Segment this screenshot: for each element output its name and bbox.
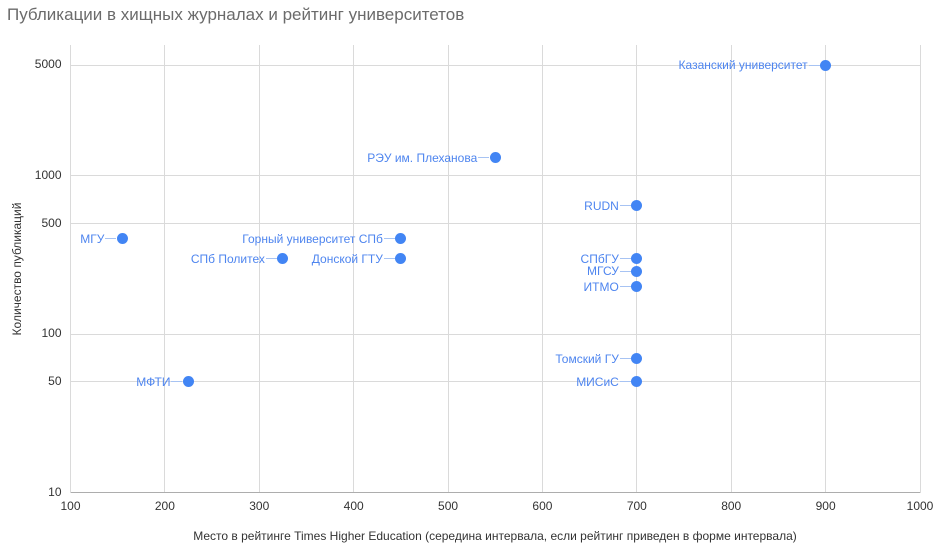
x-axis-title: Место в рейтинге Times Higher Education …: [193, 529, 797, 543]
gridline-y-500: [70, 223, 920, 225]
gridline-y-100: [70, 333, 920, 335]
data-point[interactable]: [631, 200, 643, 212]
label-connector: [383, 238, 395, 240]
label-connector: [619, 358, 631, 360]
data-point[interactable]: [631, 353, 643, 365]
data-point-label: Горный университет СПб: [242, 231, 383, 246]
x-tick-label-1000: 1000: [906, 498, 934, 513]
label-connector: [808, 64, 820, 66]
data-point[interactable]: [395, 233, 407, 245]
gridline-x-400: [353, 45, 355, 493]
data-point-label: МИСиС: [576, 374, 619, 389]
label-connector: [171, 381, 183, 383]
gridline-x-100: [70, 45, 71, 493]
data-point-label: МГСУ: [586, 264, 619, 279]
y-tick-label-1000: 1000: [34, 167, 62, 182]
x-tick-label-600: 600: [532, 498, 553, 513]
data-point-label: Томский ГУ: [555, 351, 619, 366]
y-tick-label-500: 500: [41, 215, 62, 230]
label-connector: [619, 286, 631, 288]
y-tick-label-10: 10: [48, 484, 62, 499]
label-connector: [619, 205, 631, 207]
gridline-y-50: [70, 381, 920, 383]
label-connector: [619, 270, 631, 272]
gridline-y-10: [70, 492, 920, 493]
data-point-label: ИТМО: [583, 279, 619, 294]
data-point-label: Донской ГТУ: [311, 251, 383, 266]
data-point-label: МГУ: [80, 231, 105, 246]
data-point-label: СПб Политех: [190, 251, 265, 266]
label-connector: [478, 157, 490, 159]
x-tick-label-800: 800: [721, 498, 742, 513]
y-tick-label-5000: 5000: [34, 57, 62, 72]
data-point[interactable]: [820, 59, 832, 71]
data-point[interactable]: [631, 376, 643, 388]
data-point-label: RUDN: [584, 198, 619, 213]
x-tick-label-100: 100: [60, 498, 81, 513]
gridline-x-1000: [919, 45, 921, 493]
data-point-label: Казанский университет: [678, 58, 808, 73]
data-point-label: СПбГУ: [580, 251, 619, 266]
gridline-x-800: [730, 45, 732, 493]
gridline-x-300: [258, 45, 260, 493]
label-connector: [105, 238, 117, 240]
gridline-x-200: [164, 45, 166, 493]
x-tick-label-900: 900: [815, 498, 836, 513]
data-point[interactable]: [631, 281, 643, 293]
x-tick-label-400: 400: [343, 498, 364, 513]
label-connector: [619, 381, 631, 383]
gridline-x-900: [825, 45, 827, 493]
y-tick-label-50: 50: [48, 373, 62, 388]
gridline-x-600: [541, 45, 543, 493]
data-point-label: МФТИ: [136, 374, 171, 389]
gridline-y-1000: [70, 175, 920, 177]
x-tick-label-300: 300: [249, 498, 270, 513]
data-point[interactable]: [277, 253, 289, 265]
label-connector: [619, 258, 631, 260]
gridline-y-5000: [70, 64, 920, 66]
label-connector: [265, 258, 277, 260]
chart-title: Публикации в хищных журналах и рейтинг у…: [7, 5, 465, 24]
x-tick-label-200: 200: [154, 498, 175, 513]
gridline-x-500: [447, 45, 449, 493]
y-tick-label-100: 100: [41, 326, 62, 341]
data-point[interactable]: [631, 253, 643, 265]
data-point[interactable]: [489, 152, 501, 164]
data-point[interactable]: [116, 233, 128, 245]
x-tick-label-700: 700: [626, 498, 647, 513]
data-point[interactable]: [395, 253, 407, 265]
data-point[interactable]: [182, 376, 194, 388]
x-tick-label-500: 500: [438, 498, 459, 513]
data-point-label: РЭУ им. Плеханова: [367, 150, 478, 165]
data-point[interactable]: [631, 265, 643, 277]
label-connector: [383, 258, 395, 260]
